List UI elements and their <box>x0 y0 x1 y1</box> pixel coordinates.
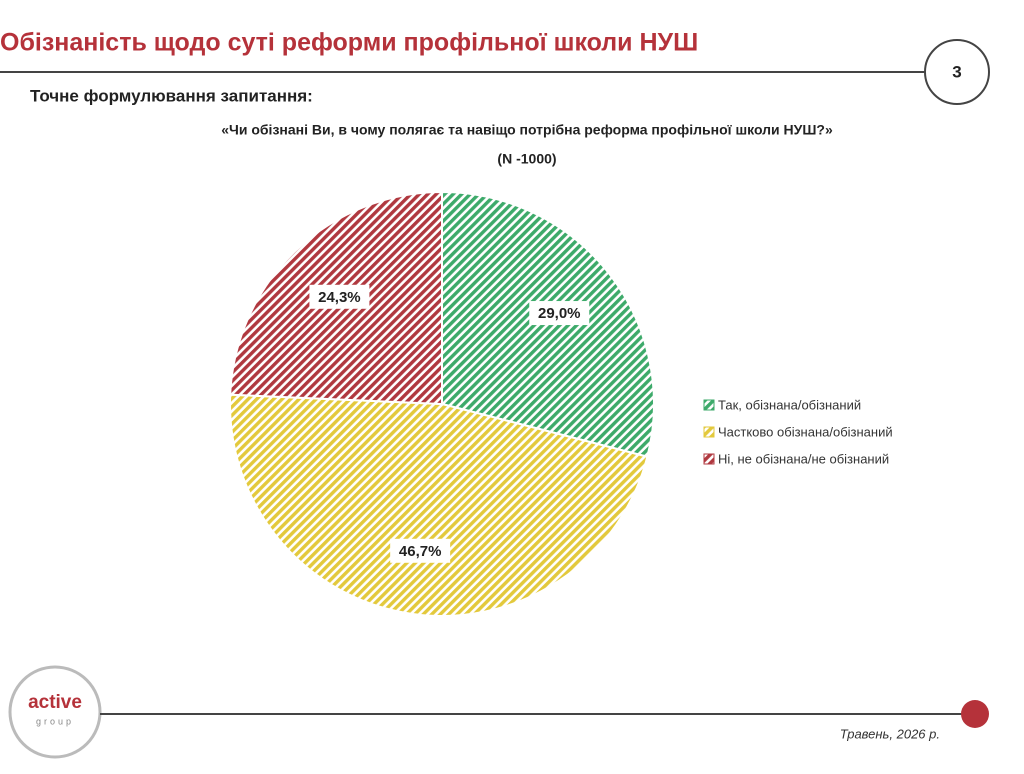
logo-subtext: group <box>36 716 74 726</box>
slice-label: 46,7% <box>399 543 442 560</box>
pie-slice <box>229 393 649 617</box>
sample-size: (N -1000) <box>497 151 556 167</box>
footer-date: Травень, 2026 р. <box>840 726 940 741</box>
question-text: «Чи обізнані Ви, в чому полягає та навіщ… <box>221 122 833 138</box>
slice-label: 29,0% <box>538 305 581 322</box>
question-label: Точне формулювання запитання: <box>30 86 313 105</box>
legend-label: Так, обізнана/обізнаний <box>718 397 861 412</box>
legend-swatch <box>703 426 715 438</box>
footer-dot <box>961 700 989 728</box>
slide-title: Обізнаність щодо суті реформи профільної… <box>0 29 698 57</box>
logo-ring <box>8 665 102 759</box>
legend-swatch <box>703 399 715 411</box>
legend-label: Ні, не обізнана/не обізнаний <box>718 451 889 466</box>
label-box <box>309 284 370 309</box>
pie-chart: 29,0% 46,7% 24,3% Так, обізнана/обізнаний Ча… <box>229 190 893 617</box>
logo-text: active <box>28 692 82 713</box>
slice-label: 24,3% <box>318 289 361 306</box>
legend-swatch <box>703 453 715 465</box>
legend: Так, обізнана/обізнаний Частково обізнана… <box>703 397 893 466</box>
label-box <box>529 301 590 326</box>
page-badge <box>924 39 990 105</box>
label-box <box>390 538 451 563</box>
page-number: 3 <box>952 62 961 81</box>
legend-label: Частково обізнана/обізнаний <box>718 424 893 439</box>
